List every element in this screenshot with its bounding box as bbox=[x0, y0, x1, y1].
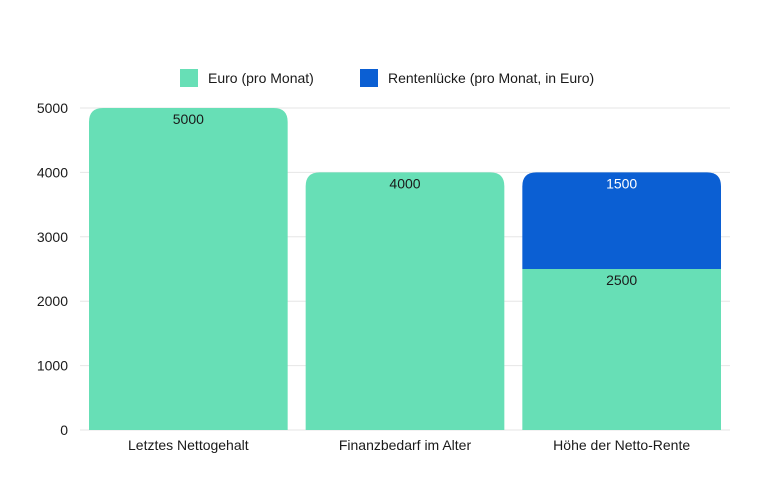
legend-swatch-euro bbox=[180, 69, 198, 87]
y-axis: 0 1000 2000 3000 4000 5000 bbox=[37, 100, 68, 438]
x-category-label: Letztes Nettogehalt bbox=[128, 437, 249, 453]
y-tick-label: 2000 bbox=[37, 293, 68, 309]
y-tick-label: 4000 bbox=[37, 164, 68, 180]
bar-rentenluecke-2 bbox=[522, 172, 721, 269]
y-tick-label: 3000 bbox=[37, 229, 68, 245]
data-label: 4000 bbox=[389, 175, 420, 191]
data-labels: 5000 4000 2500 1500 bbox=[173, 111, 638, 288]
x-axis: Letztes Nettogehalt Finanzbedarf im Alter… bbox=[128, 437, 690, 453]
y-tick-label: 1000 bbox=[37, 358, 68, 374]
x-category-label: Höhe der Netto-Rente bbox=[553, 437, 690, 453]
legend-label: Euro (pro Monat) bbox=[208, 70, 314, 86]
legend: Euro (pro Monat) Rentenlücke (pro Monat, … bbox=[180, 69, 594, 87]
legend-swatch-rentenluecke bbox=[360, 69, 378, 87]
y-tick-label: 0 bbox=[60, 422, 68, 438]
data-label: 2500 bbox=[606, 272, 637, 288]
bars bbox=[89, 108, 721, 430]
bar-euro-1 bbox=[305, 172, 505, 430]
y-tick-label: 5000 bbox=[37, 100, 68, 116]
bar-euro-2 bbox=[522, 269, 721, 430]
bar-euro-0 bbox=[89, 108, 288, 430]
data-label: 5000 bbox=[173, 111, 204, 127]
x-category-label: Finanzbedarf im Alter bbox=[339, 437, 472, 453]
legend-label: Rentenlücke (pro Monat, in Euro) bbox=[388, 70, 594, 86]
data-label: 1500 bbox=[606, 175, 637, 191]
